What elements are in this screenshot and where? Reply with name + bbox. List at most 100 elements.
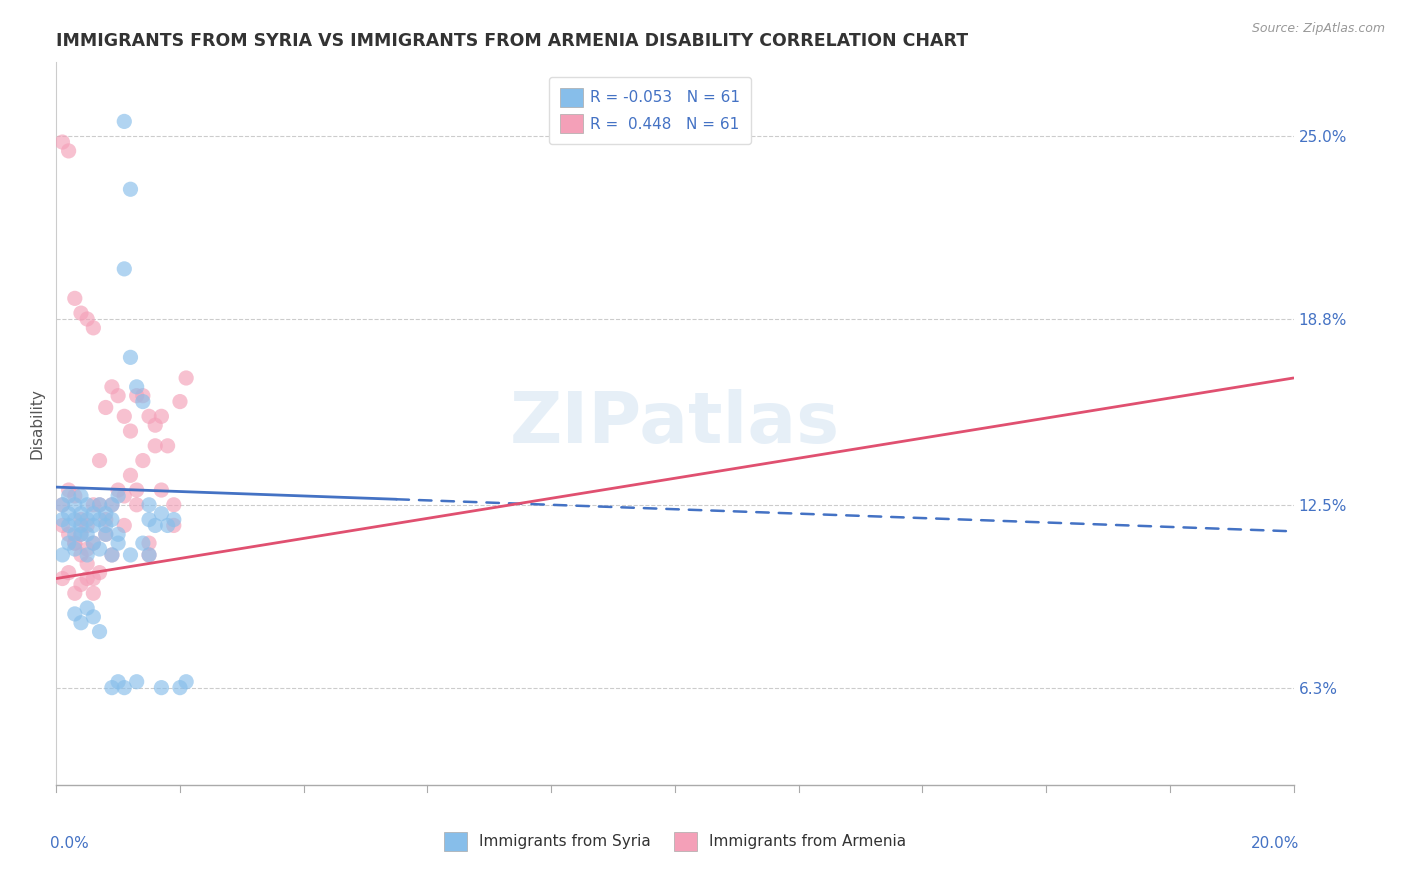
Point [70, 615, 93, 630]
Point [132, 536, 155, 550]
Point [94, 527, 117, 541]
Point [51, 572, 73, 586]
Point [138, 498, 160, 512]
Point [120, 424, 142, 438]
Point [76, 557, 98, 571]
Point [150, 483, 173, 497]
Point [70, 518, 93, 533]
Point [107, 489, 129, 503]
Point [76, 527, 98, 541]
Point [169, 394, 191, 409]
Point [169, 681, 191, 695]
Point [51, 548, 73, 562]
Point [70, 527, 93, 541]
Point [82, 536, 104, 550]
Point [51, 518, 73, 533]
Point [143, 418, 166, 433]
Point [101, 512, 124, 526]
Point [82, 321, 104, 335]
Point [76, 601, 98, 615]
Point [89, 498, 111, 512]
Point [70, 507, 93, 521]
Point [58, 507, 80, 521]
Point [163, 512, 186, 526]
Point [150, 409, 173, 424]
Point [112, 518, 135, 533]
Point [94, 518, 117, 533]
Point [143, 439, 166, 453]
Point [70, 577, 93, 591]
Point [101, 548, 124, 562]
Point [82, 586, 104, 600]
Legend: Immigrants from Syria, Immigrants from Armenia: Immigrants from Syria, Immigrants from A… [437, 826, 912, 857]
Point [58, 527, 80, 541]
Point [58, 483, 80, 497]
Y-axis label: Disability: Disability [30, 388, 45, 459]
Point [125, 380, 148, 394]
Point [89, 453, 111, 467]
Point [125, 389, 148, 403]
Point [76, 518, 98, 533]
Point [174, 371, 197, 385]
Point [112, 681, 135, 695]
Point [63, 291, 86, 305]
Point [70, 512, 93, 526]
Point [125, 483, 148, 497]
Point [58, 144, 80, 158]
Point [125, 674, 148, 689]
Point [63, 542, 86, 557]
Point [89, 566, 111, 580]
Point [143, 518, 166, 533]
Point [76, 312, 98, 326]
Point [89, 498, 111, 512]
Point [94, 401, 117, 415]
Point [101, 498, 124, 512]
Point [163, 518, 186, 533]
Point [138, 536, 160, 550]
Point [112, 409, 135, 424]
Point [76, 572, 98, 586]
Point [94, 512, 117, 526]
Text: ZIPatlas: ZIPatlas [510, 389, 839, 458]
Point [51, 498, 73, 512]
Point [138, 548, 160, 562]
Point [63, 512, 86, 526]
Point [174, 674, 197, 689]
Point [51, 135, 73, 149]
Point [101, 380, 124, 394]
Point [76, 548, 98, 562]
Point [107, 527, 129, 541]
Point [101, 548, 124, 562]
Point [51, 512, 73, 526]
Point [63, 536, 86, 550]
Point [132, 453, 155, 467]
Point [107, 536, 129, 550]
Point [120, 548, 142, 562]
Point [63, 489, 86, 503]
Point [112, 261, 135, 276]
Point [150, 507, 173, 521]
Text: 0.0%: 0.0% [51, 836, 89, 851]
Point [58, 518, 80, 533]
Point [138, 512, 160, 526]
Point [138, 409, 160, 424]
Point [107, 389, 129, 403]
Point [82, 518, 104, 533]
Point [58, 536, 80, 550]
Point [107, 483, 129, 497]
Point [89, 624, 111, 639]
Point [51, 498, 73, 512]
Point [76, 512, 98, 526]
Point [70, 489, 93, 503]
Point [82, 610, 104, 624]
Point [138, 548, 160, 562]
Text: IMMIGRANTS FROM SYRIA VS IMMIGRANTS FROM ARMENIA DISABILITY CORRELATION CHART: IMMIGRANTS FROM SYRIA VS IMMIGRANTS FROM… [56, 32, 969, 50]
Point [150, 681, 173, 695]
Point [94, 527, 117, 541]
Point [112, 489, 135, 503]
Point [107, 674, 129, 689]
Point [82, 498, 104, 512]
Point [125, 498, 148, 512]
Point [132, 394, 155, 409]
Point [156, 518, 179, 533]
